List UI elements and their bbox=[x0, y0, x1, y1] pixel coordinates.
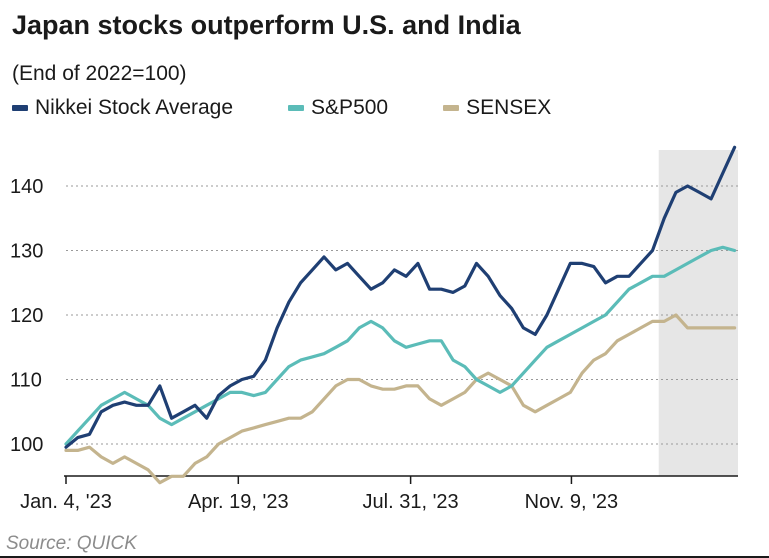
x-tick-label-2: Jul. 31, '23 bbox=[363, 491, 459, 513]
legend: Nikkei Stock Average S&P500 SENSEX bbox=[12, 96, 551, 120]
legend-swatch-sensex bbox=[443, 105, 460, 111]
y-tick-label-100: 100 bbox=[10, 434, 43, 456]
legend-item-sensex: SENSEX bbox=[443, 96, 551, 120]
x-tick-label-3: Nov. 9, '23 bbox=[525, 491, 619, 513]
sp500-line bbox=[64, 245, 737, 446]
legend-label-sp500: S&P500 bbox=[311, 96, 389, 119]
chart-title: Japan stocks outperform U.S. and India bbox=[12, 10, 521, 40]
legend-label-nikkei: Nikkei Stock Average bbox=[35, 96, 234, 119]
legend-swatch-sp500 bbox=[288, 105, 305, 111]
legend-label-sensex: SENSEX bbox=[466, 96, 552, 119]
y-tick-label-130: 130 bbox=[10, 241, 43, 263]
source-note: Source: QUICK bbox=[6, 533, 137, 554]
chart-subtitle: (End of 2022=100) bbox=[12, 62, 187, 85]
legend-swatch-nikkei bbox=[12, 105, 28, 111]
x-tick-label-0: Jan. 4, '23 bbox=[20, 491, 112, 513]
x-tick-label-1: Apr. 19, '23 bbox=[188, 491, 289, 513]
legend-item-sp500: S&P500 bbox=[288, 96, 388, 120]
bottom-rule bbox=[0, 556, 769, 558]
legend-item-nikkei: Nikkei Stock Average bbox=[12, 96, 233, 120]
highlight-region bbox=[658, 150, 738, 476]
y-tick-label-120: 120 bbox=[10, 305, 43, 327]
y-tick-label-140: 140 bbox=[10, 176, 43, 198]
nikkei-line bbox=[64, 145, 737, 449]
sensex-line bbox=[64, 313, 737, 485]
y-tick-label-110: 110 bbox=[10, 370, 42, 392]
